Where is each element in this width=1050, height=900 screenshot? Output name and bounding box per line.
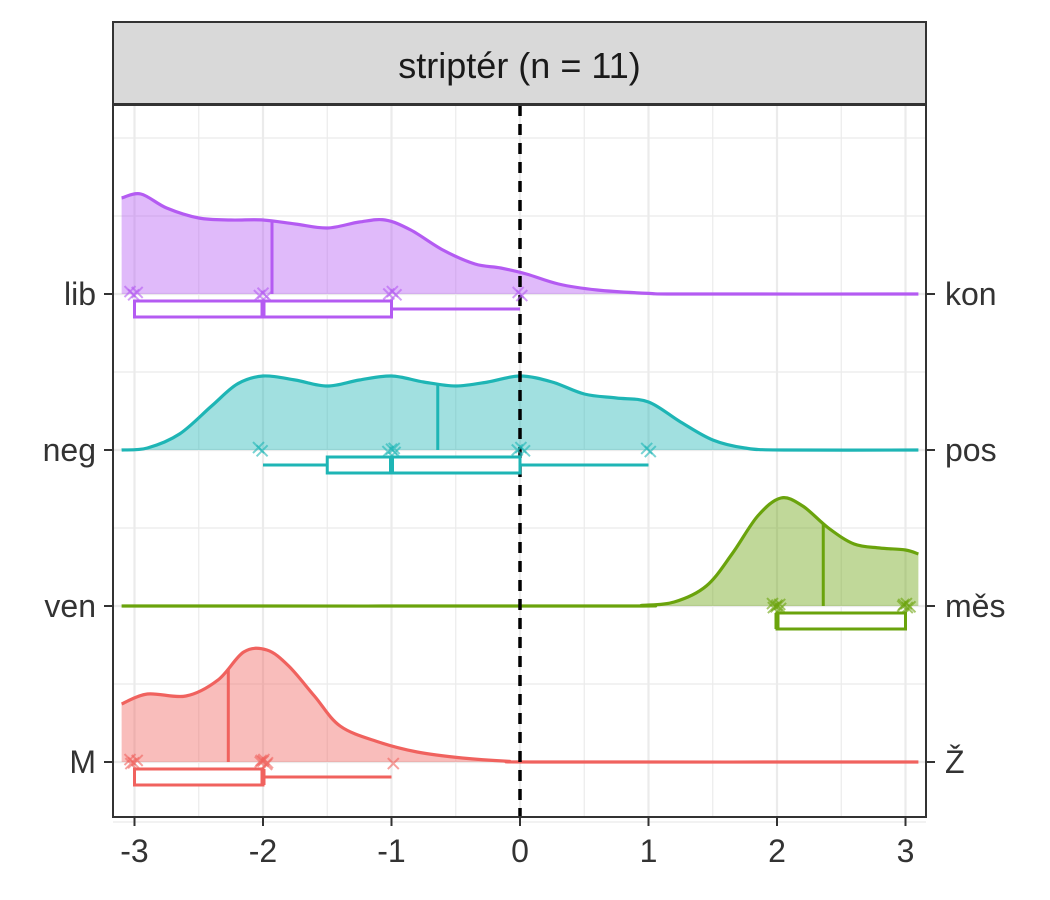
y-tick-label-left: M — [69, 744, 96, 780]
density-curve — [121, 496, 919, 608]
data-point — [130, 754, 144, 767]
data-point — [644, 445, 657, 458]
density-area — [121, 497, 919, 607]
data-point — [901, 601, 914, 614]
x-axis: -3 -2 -1 0 1 2 3 — [120, 817, 914, 869]
boxplots — [133, 299, 907, 787]
data-point — [773, 598, 786, 611]
data-point — [387, 442, 401, 455]
strip-title: striptér (n = 11) — [398, 45, 640, 86]
y-tick-label-right: kon — [945, 276, 997, 312]
x-tick-label: -1 — [377, 833, 405, 869]
density-area — [121, 193, 919, 295]
data-point — [130, 286, 144, 299]
x-tick-label: 1 — [640, 833, 658, 869]
y-tick-label-left: lib — [64, 276, 96, 312]
box-iqr — [133, 767, 265, 787]
raw-points — [123, 285, 917, 771]
data-point — [254, 754, 268, 767]
data-point — [515, 289, 529, 302]
density-curve — [121, 192, 919, 296]
y-tick-label-left: ven — [44, 588, 96, 624]
y-tick-label-right: měs — [945, 588, 1005, 624]
y-tick-label-right: Ž — [945, 744, 965, 780]
x-tick-label: 2 — [768, 833, 786, 869]
x-tick-label: -2 — [249, 833, 277, 869]
x-tick-label: 3 — [897, 833, 915, 869]
data-point — [124, 757, 138, 770]
strip-background — [112, 21, 927, 105]
x-tick-label: -3 — [120, 833, 148, 869]
y-tick-label-left: neg — [43, 432, 96, 468]
data-point — [387, 757, 400, 770]
data-point — [255, 444, 269, 458]
box-iqr — [775, 611, 907, 631]
box-iqr — [325, 455, 522, 475]
y-tick-label-right: pos — [945, 432, 997, 468]
density-curve — [120, 646, 919, 764]
data-point — [389, 288, 403, 302]
density-curve — [121, 374, 919, 452]
density-area — [121, 648, 919, 763]
x-tick-label: 0 — [511, 833, 529, 869]
data-point — [518, 444, 531, 458]
